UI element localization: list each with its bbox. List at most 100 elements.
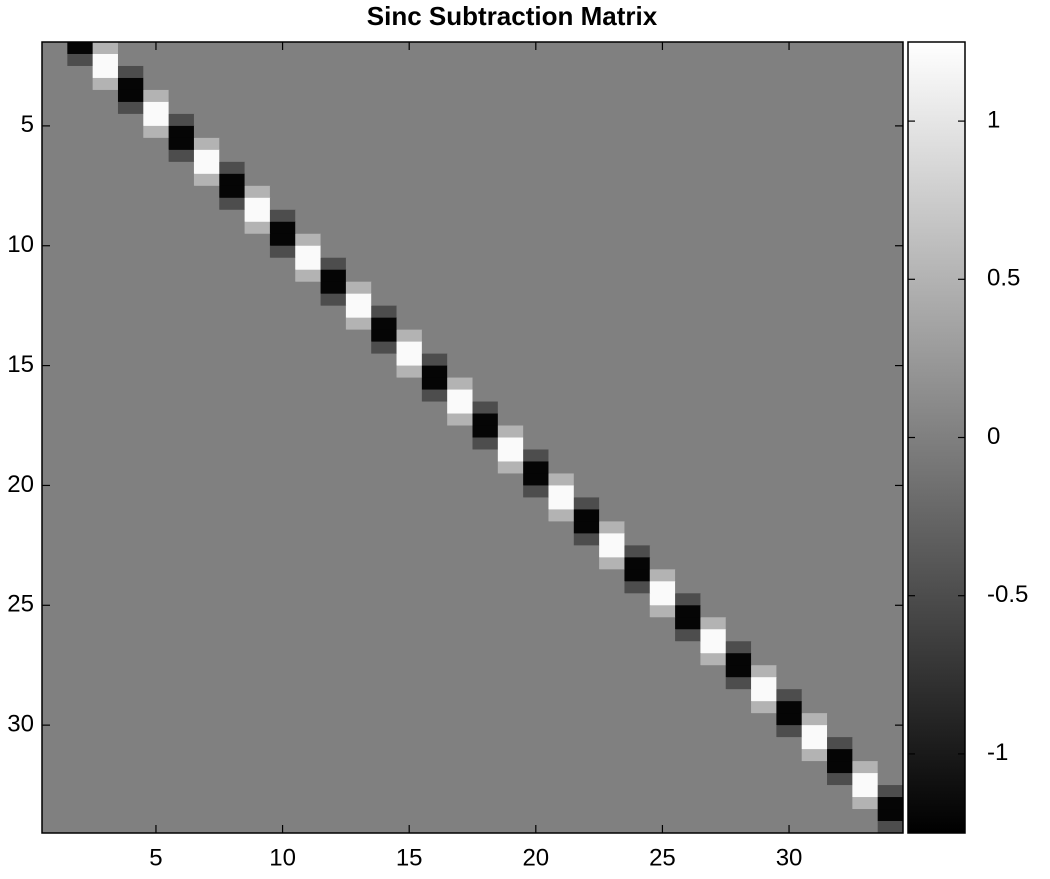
cell bbox=[269, 353, 296, 367]
cell bbox=[675, 605, 701, 618]
cell bbox=[472, 329, 499, 343]
cell bbox=[523, 53, 549, 67]
x-tick-label: 15 bbox=[396, 844, 423, 871]
cell bbox=[92, 677, 119, 690]
cell bbox=[801, 521, 828, 534]
cell bbox=[573, 425, 600, 438]
cell bbox=[269, 125, 296, 139]
cell bbox=[776, 797, 803, 810]
cell bbox=[700, 821, 727, 834]
cell bbox=[117, 269, 144, 283]
cell bbox=[42, 533, 68, 546]
cell bbox=[421, 293, 448, 307]
cell bbox=[143, 701, 170, 714]
cell bbox=[472, 701, 499, 714]
cell bbox=[117, 149, 144, 163]
cell bbox=[371, 761, 398, 774]
cell bbox=[700, 53, 727, 67]
cell bbox=[751, 101, 777, 115]
cell bbox=[649, 797, 676, 810]
cell bbox=[269, 509, 296, 522]
cell bbox=[776, 389, 803, 403]
cell bbox=[548, 533, 575, 546]
cell bbox=[599, 377, 625, 391]
cell bbox=[599, 65, 625, 79]
cell bbox=[497, 473, 524, 486]
cell bbox=[649, 329, 676, 343]
cell bbox=[852, 53, 879, 67]
cell bbox=[548, 197, 575, 211]
cell bbox=[801, 281, 828, 295]
cell bbox=[852, 293, 879, 307]
cell bbox=[345, 533, 372, 546]
cell bbox=[92, 821, 119, 834]
cell bbox=[396, 677, 423, 690]
cell bbox=[852, 113, 879, 127]
cell bbox=[801, 353, 828, 367]
cell bbox=[447, 173, 473, 187]
cell bbox=[675, 773, 701, 786]
cell bbox=[92, 305, 119, 319]
cell bbox=[776, 77, 803, 91]
cell bbox=[801, 569, 828, 582]
cell bbox=[852, 317, 879, 331]
cell bbox=[472, 377, 499, 391]
cell bbox=[295, 761, 322, 774]
cell bbox=[269, 305, 296, 319]
cell bbox=[269, 329, 296, 343]
cell bbox=[219, 173, 246, 187]
cell bbox=[675, 281, 701, 295]
cell bbox=[751, 125, 777, 139]
cell bbox=[548, 701, 575, 714]
cell bbox=[852, 797, 879, 810]
cell bbox=[573, 545, 600, 558]
cell bbox=[295, 401, 322, 415]
cell bbox=[624, 605, 651, 618]
cell bbox=[244, 401, 271, 415]
cell bbox=[67, 425, 94, 438]
cell bbox=[67, 341, 94, 355]
cell bbox=[193, 257, 220, 271]
cell bbox=[193, 821, 220, 834]
cell bbox=[599, 497, 625, 510]
cell bbox=[92, 353, 119, 367]
cell bbox=[877, 641, 904, 654]
cell bbox=[396, 797, 423, 810]
cell bbox=[523, 629, 549, 642]
cell bbox=[751, 269, 777, 283]
cell bbox=[269, 533, 296, 546]
cell bbox=[624, 281, 651, 295]
cell bbox=[675, 593, 701, 606]
cell bbox=[193, 209, 220, 223]
cell bbox=[700, 521, 727, 534]
cell bbox=[345, 113, 372, 127]
cell bbox=[573, 689, 600, 702]
cell bbox=[295, 641, 322, 654]
cell bbox=[548, 749, 575, 762]
cell bbox=[244, 809, 271, 822]
cell bbox=[371, 665, 398, 678]
cell bbox=[193, 329, 220, 343]
cell bbox=[447, 689, 473, 702]
cell bbox=[827, 617, 853, 630]
cell bbox=[42, 797, 68, 810]
cell bbox=[345, 341, 372, 355]
cell bbox=[751, 533, 777, 546]
cell bbox=[219, 89, 246, 103]
cell bbox=[295, 221, 322, 235]
cell bbox=[269, 173, 296, 187]
cell bbox=[42, 809, 68, 822]
cell bbox=[725, 197, 752, 211]
cell bbox=[624, 401, 651, 415]
cell bbox=[168, 89, 195, 103]
cell bbox=[396, 629, 423, 642]
cell bbox=[700, 461, 727, 474]
cell bbox=[624, 449, 651, 462]
cell bbox=[548, 233, 575, 247]
cell bbox=[472, 245, 499, 259]
cell bbox=[700, 629, 727, 642]
cell bbox=[67, 197, 94, 211]
cell bbox=[92, 689, 119, 702]
cell bbox=[168, 269, 195, 283]
